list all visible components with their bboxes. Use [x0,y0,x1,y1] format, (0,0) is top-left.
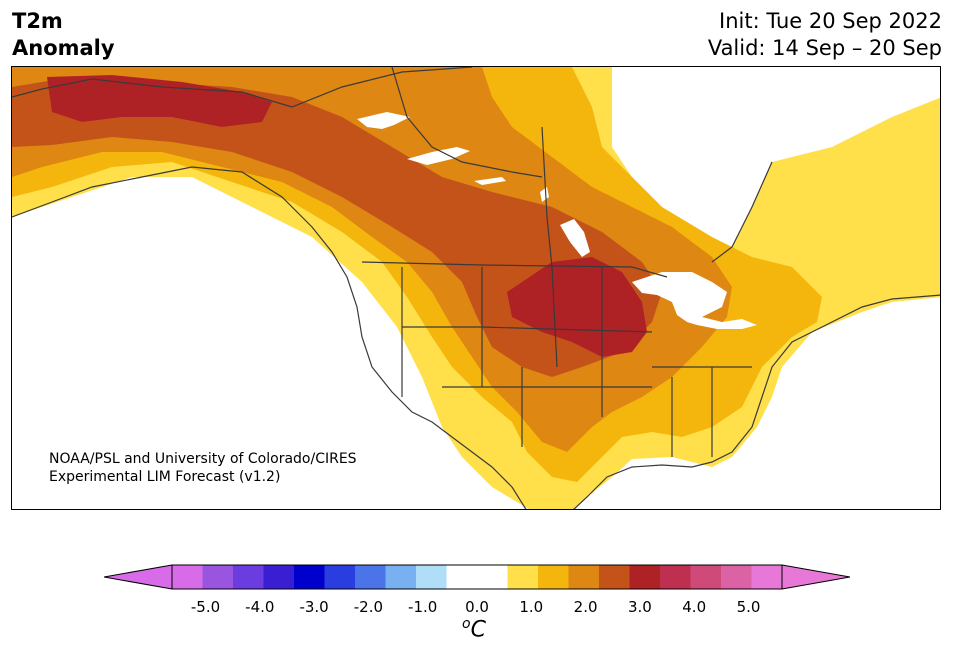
anomaly-region-2-5-north [47,75,272,127]
colorbar-cell [294,565,325,589]
colorbar-tick-label: 1.0 [519,598,544,616]
map-title-line1: T2m [12,9,63,33]
colorbar-cell [721,565,752,589]
colorbar-cell [385,565,417,589]
colorbar-cell [172,565,203,589]
colorbar-over-extension [782,565,850,589]
colorbar-tick-label: 3.0 [627,598,652,616]
great-bear-lake [357,112,410,129]
lake-athabasca [474,177,506,185]
colorbar-cell [446,565,478,589]
colorbar-cell [599,565,630,589]
credit-line1: NOAA/PSL and University of Colorado/CIRE… [49,451,357,467]
colorbar-tick-label: -3.0 [299,598,329,616]
colorbar-tick-label: -2.0 [353,598,384,616]
colorbar-cell [629,565,661,589]
colorbar-tick-label: -1.0 [408,598,438,616]
anomaly-map [11,66,941,510]
colorbar-cell [263,565,295,589]
anomaly-map-svg [12,67,940,509]
colorbar-cell [751,565,783,589]
colorbar-cell [355,565,386,589]
great-slave-lake [407,147,470,165]
colorbar-cell [507,565,539,589]
colorbar-cells [172,565,783,589]
credit-line2: Experimental LIM Forecast (v1.2) [49,469,281,485]
colorbar-cell [568,565,600,589]
forecast-dates: Init: Tue 20 Sep 2022 Valid: 14 Sep – 20… [708,8,942,62]
no-anomaly-northeast [612,67,940,262]
colorbar-outline-right [781,564,850,590]
colorbar-tick-label: 4.0 [682,598,707,616]
lake-winnipeg [560,219,590,257]
colorbar-tick-label: -5.0 [190,598,221,616]
colorbar-tick-label: 0.0 [465,598,489,616]
colorbar-cell [690,565,722,589]
great-lakes [632,272,757,329]
lake-winnipegosis [540,187,549,202]
init-date: Init: Tue 20 Sep 2022 [719,9,942,33]
valid-range: Valid: 14 Sep – 20 Sep [707,36,942,60]
colorbar-cell [538,565,569,589]
colorbar-cell [324,565,356,589]
colorbar-cell [477,565,508,589]
colorbar-tick-label: -4.0 [245,598,275,616]
colorbar [104,564,850,590]
unit-symbol: C [470,617,486,643]
colorbar-cell [660,565,691,589]
colorbar-unit: oC [462,616,486,642]
anomaly-region-2-5-central [507,257,647,357]
colorbar-under-extension [104,565,172,589]
colorbar-tick-label: 2.0 [573,598,598,616]
colorbar-outline [171,564,783,590]
unit-degree: o [462,616,471,632]
anomaly-region-2-0 [12,77,662,377]
colorbar-cell [202,565,234,589]
coastline-borders [12,67,940,509]
map-title-line2: Anomaly [12,36,115,60]
colorbar-cell [416,565,447,589]
map-title: T2m Anomaly [12,8,115,62]
colorbar-tick-label: 5.0 [736,598,761,616]
credit-text: NOAA/PSL and University of Colorado/CIRE… [49,450,357,486]
colorbar-cell [233,565,264,589]
colorbar-outline-left [104,564,173,590]
